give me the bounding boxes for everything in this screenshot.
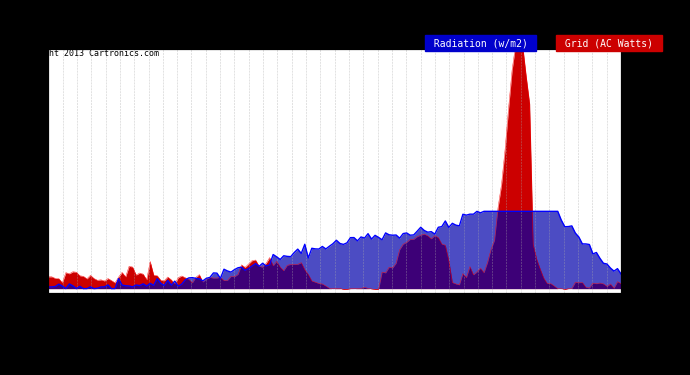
- Text: Copyright 2013 Cartronics.com: Copyright 2013 Cartronics.com: [14, 49, 159, 58]
- Text: Grid Power & Solar Radiation Sun Sep 15 19:01: Grid Power & Solar Radiation Sun Sep 15 …: [139, 30, 551, 46]
- Text: Radiation (w/m2): Radiation (w/m2): [428, 38, 533, 48]
- Text: Grid (AC Watts): Grid (AC Watts): [559, 38, 659, 48]
